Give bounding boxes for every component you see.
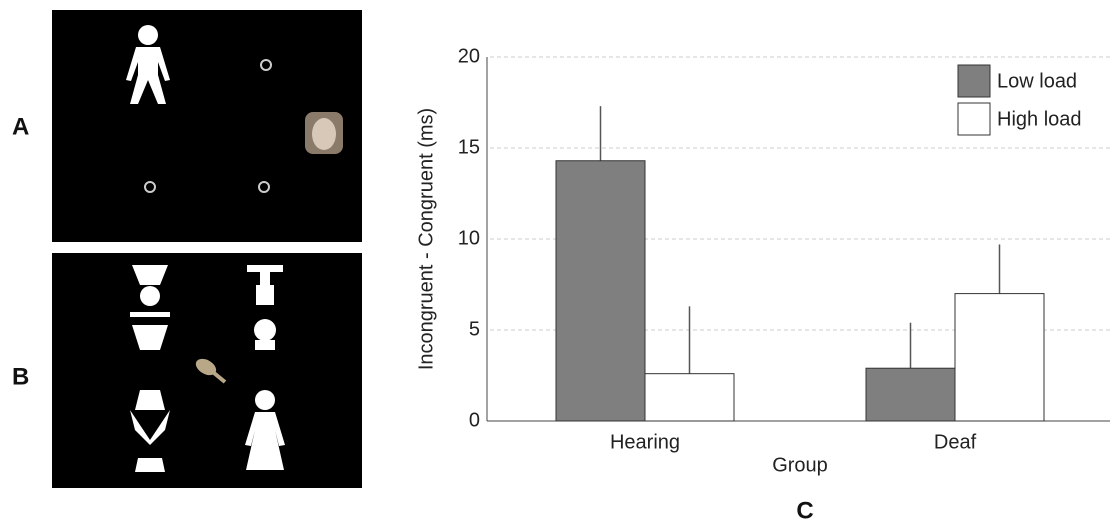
panel-label: C (796, 497, 813, 524)
legend-swatch (957, 64, 991, 98)
panel-b (52, 253, 362, 488)
panel-label: A (12, 113, 29, 140)
legend-label: High load (997, 108, 1082, 130)
y-tick-label: 20 (458, 45, 480, 67)
panel-a (52, 10, 362, 242)
y-tick-label: 0 (469, 409, 480, 431)
chart: 0 5 10 15 20 Incongruent - Congruent (ms) Grou… (415, 45, 1110, 476)
x-tick-label: Hearing (610, 431, 680, 453)
legend-swatch (957, 102, 991, 136)
panel-label: B (12, 363, 29, 390)
bar (644, 373, 735, 422)
x-tick-label: Deaf (934, 431, 977, 453)
bar (865, 367, 956, 422)
y-tick-label: 10 (458, 227, 480, 249)
y-axis-label: Incongruent - Congruent (ms) (415, 108, 437, 370)
y-tick-label: 15 (458, 136, 480, 158)
bar (954, 293, 1045, 422)
x-axis-label: Group (772, 454, 828, 476)
bar (555, 160, 646, 422)
legend-label: Low load (997, 70, 1077, 92)
y-tick-label: 5 (469, 318, 480, 340)
